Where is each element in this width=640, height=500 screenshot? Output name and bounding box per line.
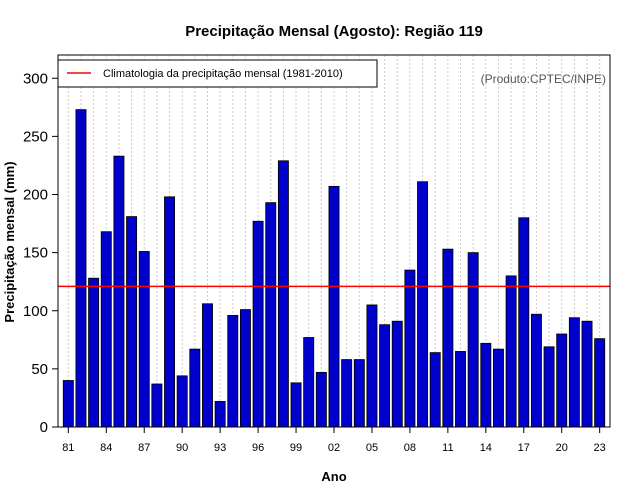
bar-2016 [505, 275, 517, 428]
bar-1998 [277, 160, 289, 428]
bar-1984 [100, 231, 112, 428]
x-axis: 81 84 87 90 93 96 99 02 05 08 11 14 17 20 23 [62, 427, 606, 454]
bar-2020 [556, 333, 568, 428]
bar-1994 [227, 314, 239, 428]
legend: Climatologia da precipitação mensal (198… [57, 59, 378, 88]
legend-label: Climatologia da precipitação mensal (198… [103, 68, 343, 80]
bar-2005 [366, 304, 378, 428]
bar-2012 [455, 351, 466, 428]
x-tick-label: 20 [556, 442, 568, 454]
chart-title: Precipitação Mensal (Agosto): Região 119 [185, 23, 483, 40]
bar-2006 [379, 324, 391, 428]
x-tick-label: 81 [62, 442, 74, 454]
bars [62, 109, 606, 428]
x-tick-label: 23 [594, 442, 606, 454]
bar-2000 [303, 337, 315, 428]
bar-1990 [176, 375, 188, 428]
y-tick-label: 150 [23, 245, 48, 262]
bar-1986 [126, 216, 138, 428]
bar-1987 [138, 251, 150, 428]
bar-1991 [189, 348, 201, 428]
bar-1993 [214, 401, 226, 428]
bar-1997 [265, 202, 277, 428]
bar-2015 [493, 348, 504, 428]
bar-1996 [252, 220, 264, 428]
bar-1989 [164, 196, 175, 428]
y-axis-label: Precipitação mensal (mm) [2, 161, 17, 322]
y-axis: 0 50 100 150 200 250 300 [23, 70, 58, 436]
x-tick-label: 02 [328, 442, 340, 454]
y-tick-label: 0 [40, 419, 48, 436]
bar-2014 [480, 342, 492, 428]
bar-1988 [151, 383, 163, 428]
x-tick-label: 14 [480, 442, 492, 454]
bar-2002 [328, 185, 340, 428]
bar-2010 [429, 352, 441, 428]
bar-2007 [391, 320, 403, 428]
bar-2021 [568, 317, 580, 428]
bar-2017 [518, 217, 530, 428]
y-tick-label: 50 [31, 361, 48, 378]
bar-2018 [530, 313, 542, 428]
bar-1995 [239, 309, 251, 428]
bar-1983 [88, 277, 100, 428]
x-tick-label: 93 [214, 442, 226, 454]
bar-1999 [290, 382, 302, 428]
x-tick-label: 87 [138, 442, 150, 454]
x-tick-label: 17 [518, 442, 530, 454]
legend-box [57, 59, 378, 88]
x-tick-label: 96 [252, 442, 264, 454]
bar-2011 [442, 248, 454, 428]
bar-1992 [202, 303, 213, 428]
x-tick-label: 08 [404, 442, 416, 454]
y-tick-label: 250 [23, 128, 48, 145]
bar-2009 [417, 181, 429, 428]
bar-2019 [543, 346, 555, 428]
bar-2008 [404, 269, 416, 428]
y-tick-label: 300 [23, 70, 48, 87]
bar-2004 [353, 359, 365, 428]
bar-2001 [315, 371, 327, 428]
bar-1982 [75, 109, 87, 428]
x-tick-label: 90 [176, 442, 188, 454]
credit-text: (Produto:CPTEC/INPE) [481, 72, 606, 86]
bar-2023 [594, 338, 606, 428]
bar-1985 [113, 155, 125, 428]
x-tick-label: 05 [366, 442, 378, 454]
bar-2003 [341, 359, 353, 428]
y-tick-label: 100 [23, 303, 48, 320]
y-tick-label: 200 [23, 187, 48, 204]
x-tick-label: 99 [290, 442, 302, 454]
bar-2013 [467, 252, 479, 428]
x-axis-label: Ano [321, 469, 346, 484]
x-tick-label: 11 [442, 442, 453, 454]
bar-1981 [62, 380, 74, 428]
bar-2022 [581, 320, 593, 428]
x-tick-label: 84 [100, 442, 112, 454]
